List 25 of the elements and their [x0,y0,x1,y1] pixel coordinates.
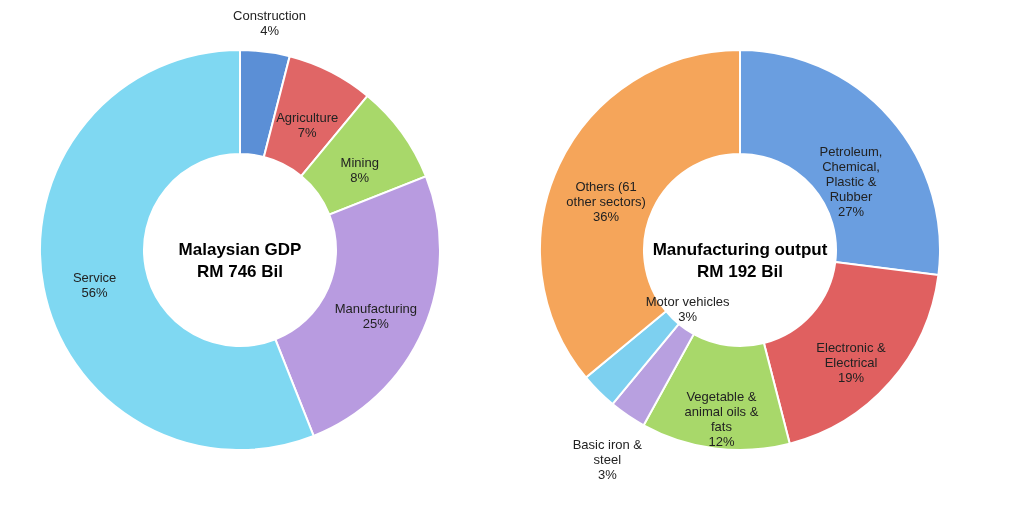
data-label: 3% [597,467,618,483]
slice-label: Manufacturing [334,300,418,316]
data-label: 19% [838,369,865,385]
slice-label: Construction [233,7,307,23]
slice-label: Mining [340,155,379,171]
slice-label: Agriculture [276,110,339,126]
text: RM 192 Bil [697,262,783,281]
data-label: 36% [593,208,620,224]
data-label: 25% [362,315,390,331]
data-label: 7% [297,125,318,141]
text: RM 746 Bil [197,262,283,281]
slice-label: Electronic & Electrical [816,339,887,370]
data-label: 56% [81,284,109,300]
slice-label: Basic iron & steel [572,437,643,468]
data-label: 12% [708,433,735,449]
data-label: 3% [678,309,698,325]
slice-label: Service [72,269,117,285]
data-label: 4% [260,22,280,38]
text: Manufacturing output [652,240,828,259]
data-label: 27% [838,204,865,220]
slice-label: Petroleum, Chemical, Plastic & Rubber [819,144,883,205]
slice-label: Others (61 other sectors) [566,178,646,209]
text: Malaysian GDP [178,240,302,259]
slice-label: Vegetable & animal oils & fats [684,388,759,434]
data-label: 8% [350,170,370,186]
